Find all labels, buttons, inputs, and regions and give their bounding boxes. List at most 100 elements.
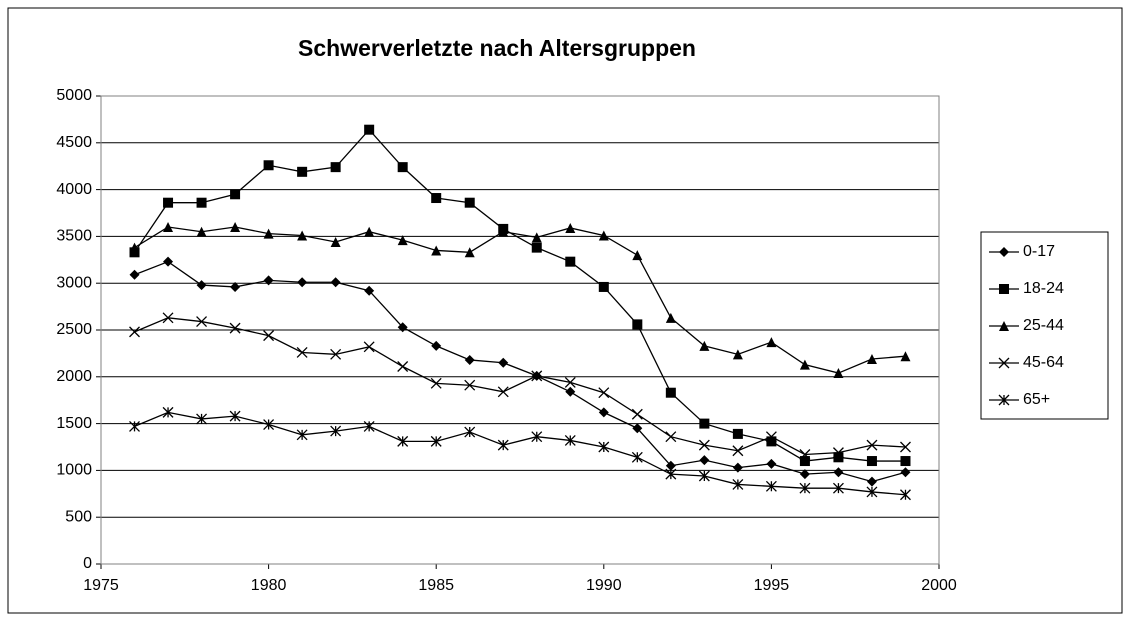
marker <box>129 242 140 253</box>
marker-shape <box>498 226 509 237</box>
marker-shape <box>531 232 542 243</box>
marker <box>665 460 676 471</box>
marker-shape <box>163 222 174 233</box>
legend-label: 0-17 <box>1023 243 1055 260</box>
marker-shape <box>632 423 643 434</box>
marker <box>833 452 844 463</box>
marker <box>732 428 743 439</box>
marker <box>364 285 375 296</box>
marker-shape <box>565 256 576 267</box>
marker-shape <box>799 469 810 480</box>
marker-shape <box>765 431 777 443</box>
marker <box>799 449 811 460</box>
marker <box>598 407 609 418</box>
marker <box>330 425 342 437</box>
marker <box>598 230 609 241</box>
marker-shape <box>196 226 207 237</box>
marker-shape <box>598 407 609 418</box>
marker <box>464 197 475 208</box>
marker <box>430 435 442 447</box>
marker-shape <box>900 441 911 453</box>
marker <box>866 486 878 498</box>
marker-shape <box>531 242 542 253</box>
marker-shape <box>833 452 844 463</box>
marker <box>698 439 710 451</box>
marker <box>263 160 274 171</box>
marker-shape <box>832 482 844 494</box>
marker-shape <box>598 281 609 292</box>
marker-shape <box>263 419 275 430</box>
marker-shape <box>698 439 710 451</box>
marker-shape <box>631 408 643 420</box>
marker-shape <box>263 228 274 239</box>
marker-shape <box>397 435 409 447</box>
marker <box>163 197 174 208</box>
marker-shape <box>363 341 375 353</box>
marker-shape <box>998 357 1010 369</box>
marker <box>799 456 810 467</box>
marker-shape <box>263 275 274 286</box>
marker <box>129 269 140 280</box>
marker-shape <box>230 281 241 292</box>
marker <box>765 431 777 443</box>
marker-shape <box>230 189 241 200</box>
marker <box>464 379 476 391</box>
marker <box>129 326 140 338</box>
marker-shape <box>665 431 677 443</box>
marker-shape <box>196 197 207 208</box>
series-line <box>134 317 906 456</box>
marker <box>799 482 811 494</box>
marker <box>832 482 844 494</box>
marker-shape <box>531 370 543 382</box>
marker <box>497 439 509 451</box>
marker-shape <box>397 361 409 372</box>
marker <box>263 275 274 286</box>
marker-shape <box>732 478 744 490</box>
series-line <box>134 411 906 496</box>
marker-shape <box>866 456 877 467</box>
marker <box>363 341 375 353</box>
marker <box>263 419 275 430</box>
marker-shape <box>900 456 911 467</box>
marker <box>765 480 777 492</box>
x-tick-label: 1975 <box>83 577 119 594</box>
marker <box>900 456 911 467</box>
marker <box>900 467 911 478</box>
marker-shape <box>631 451 643 463</box>
marker <box>699 455 710 466</box>
marker-shape <box>296 347 308 358</box>
marker-shape <box>330 162 341 173</box>
marker <box>631 408 643 420</box>
marker-shape <box>665 460 676 471</box>
marker-shape <box>833 368 844 379</box>
marker <box>866 354 877 365</box>
marker-shape <box>765 480 777 492</box>
marker <box>665 312 676 323</box>
marker <box>766 337 777 348</box>
marker <box>699 340 710 351</box>
marker <box>632 319 643 330</box>
marker-shape <box>229 322 241 334</box>
marker <box>364 226 375 237</box>
marker-shape <box>665 312 676 323</box>
marker <box>163 222 174 233</box>
marker-shape <box>397 235 408 246</box>
marker <box>397 235 408 246</box>
marker-shape <box>297 277 308 288</box>
marker-shape <box>632 319 643 330</box>
marker <box>632 250 643 261</box>
marker <box>698 470 710 482</box>
marker <box>163 256 174 267</box>
legend-label: 25-44 <box>1023 317 1064 334</box>
marker-shape <box>464 426 476 438</box>
marker <box>832 447 844 459</box>
marker <box>998 357 1010 369</box>
marker-shape <box>799 449 811 460</box>
marker <box>397 435 409 447</box>
marker <box>464 247 475 258</box>
marker-shape <box>598 387 610 399</box>
marker-shape <box>866 439 878 451</box>
marker <box>598 281 609 292</box>
y-tick-label: 2500 <box>56 321 92 338</box>
